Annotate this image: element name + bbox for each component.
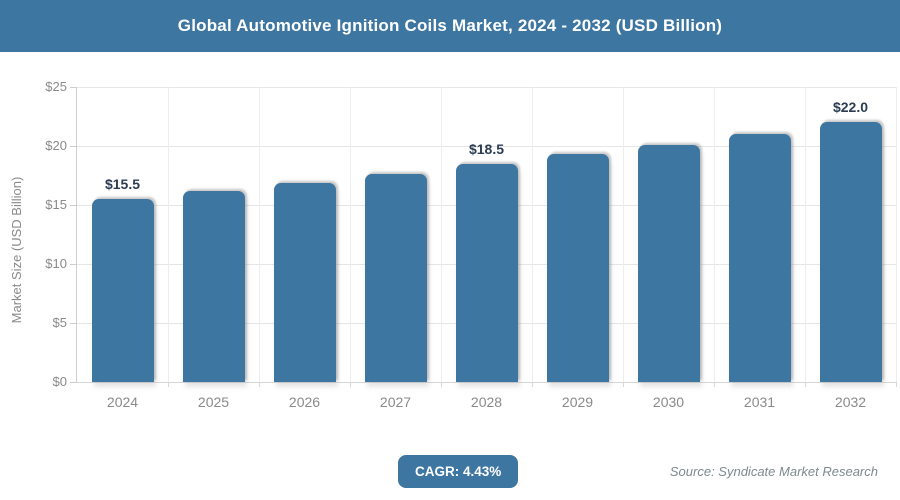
y-tick-mark	[70, 322, 77, 324]
x-gridline	[349, 87, 351, 382]
x-axis-label-2028: 2028	[470, 394, 503, 410]
bar-2029[interactable]	[546, 154, 609, 382]
y-tick-label: $25	[45, 79, 67, 94]
x-gridline	[531, 87, 533, 382]
bar-2027[interactable]	[364, 174, 427, 382]
x-axis-label-2031: 2031	[743, 394, 776, 410]
x-axis-label-2027: 2027	[379, 394, 412, 410]
x-gridline	[895, 87, 897, 382]
chart-title: Global Automotive Ignition Coils Market,…	[177, 16, 723, 35]
bar-value-label: $22.0	[832, 99, 869, 116]
bar-value-label: $15.5	[104, 176, 141, 193]
x-axis-label-2029: 2029	[561, 394, 594, 410]
bar-value-label: $18.5	[468, 140, 505, 157]
x-axis-label-2024: 2024	[106, 394, 139, 410]
x-gridline	[804, 87, 806, 382]
x-axis-label-2025: 2025	[197, 394, 230, 410]
bar-2032[interactable]	[819, 122, 882, 382]
x-tick-mark	[895, 382, 897, 387]
x-tick-mark	[167, 382, 169, 387]
x-axis-label-2026: 2026	[288, 394, 321, 410]
x-gridline	[440, 87, 442, 382]
bar-2025[interactable]	[182, 190, 245, 382]
bar-2030[interactable]	[637, 144, 700, 382]
x-tick-mark	[713, 382, 715, 387]
y-tick-label: $5	[52, 315, 67, 330]
cagr-badge: CAGR: 4.43%	[398, 455, 519, 488]
y-tick-mark	[70, 86, 77, 88]
y-tick-label: $0	[52, 374, 67, 389]
y-tick-label: $20	[45, 138, 67, 153]
y-tick-mark	[70, 145, 77, 147]
y-gridline	[77, 86, 896, 88]
bar-2024[interactable]	[91, 199, 154, 382]
y-axis-title: Market Size (USD Billion)	[9, 176, 24, 324]
x-tick-mark	[531, 382, 533, 387]
x-tick-mark	[349, 382, 351, 387]
bar-2028[interactable]	[455, 163, 518, 382]
x-axis-label-2030: 2030	[652, 394, 685, 410]
x-tick-mark	[440, 382, 442, 387]
x-tick-mark	[258, 382, 260, 387]
chart-title-bar: Global Automotive Ignition Coils Market,…	[0, 0, 900, 52]
y-tick-mark	[70, 381, 77, 383]
y-tick-mark	[70, 204, 77, 206]
x-gridline	[258, 87, 260, 382]
x-gridline	[167, 87, 169, 382]
y-tick-label: $15	[45, 197, 67, 212]
bar-2031[interactable]	[728, 134, 791, 382]
x-tick-mark	[622, 382, 624, 387]
y-tick-mark	[70, 263, 77, 265]
x-gridline	[713, 87, 715, 382]
x-gridline	[622, 87, 624, 382]
plot-area: $0 $5 $10 $15 $20 $25 $15.5 2024 2025 2026 2027 $18…	[45, 79, 897, 410]
source-note: Source: Syndicate Market Research	[669, 464, 878, 479]
x-tick-mark	[804, 382, 806, 387]
y-gridline	[77, 145, 896, 147]
bar-2026[interactable]	[273, 182, 336, 382]
y-tick-label: $10	[45, 256, 67, 271]
x-axis-label-2032: 2032	[834, 394, 867, 410]
